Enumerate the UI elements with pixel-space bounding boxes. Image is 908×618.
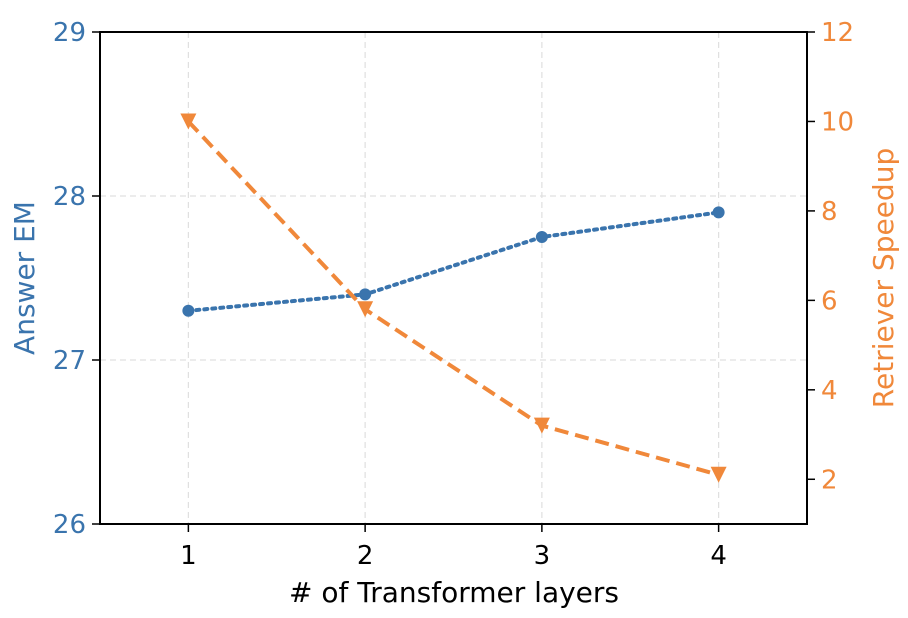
series-2-point [533, 417, 550, 434]
series-layer [180, 113, 727, 483]
y-axis-left-label: Answer EM [8, 201, 41, 355]
y-right-tick-label: 8 [821, 197, 838, 227]
x-tick-label: 4 [710, 541, 727, 571]
plot-frame [99, 31, 808, 525]
y-right-tick-label: 6 [821, 286, 838, 316]
series-2-point [710, 466, 727, 483]
x-tick-label: 2 [357, 541, 374, 571]
x-tick-label: 3 [534, 541, 551, 571]
y-left-tick-label: 27 [53, 346, 86, 376]
x-tick-label: 1 [180, 541, 197, 571]
series-1-point [359, 288, 372, 301]
y-right-tick-label: 12 [821, 18, 854, 48]
y-axis-right-label: Retriever Speedup [867, 148, 900, 408]
series-1-point [182, 304, 195, 317]
series-line-2 [186, 120, 720, 477]
grid [100, 32, 807, 524]
y-left-tick-label: 29 [53, 18, 86, 48]
y-left-tick-label: 26 [53, 510, 86, 540]
y-right-tick-label: 2 [821, 465, 838, 495]
x-axis-label: # of Transformer layers [289, 576, 619, 609]
series-1-point [712, 206, 725, 219]
y-right-tick-label: 4 [821, 376, 838, 406]
series-1-point [535, 231, 548, 243]
series-line-1 [186, 210, 721, 313]
series-2-point [180, 113, 197, 130]
y-left-tick-label: 28 [53, 182, 86, 212]
series-2-point [357, 301, 374, 318]
y-right-tick-label: 10 [821, 107, 854, 137]
